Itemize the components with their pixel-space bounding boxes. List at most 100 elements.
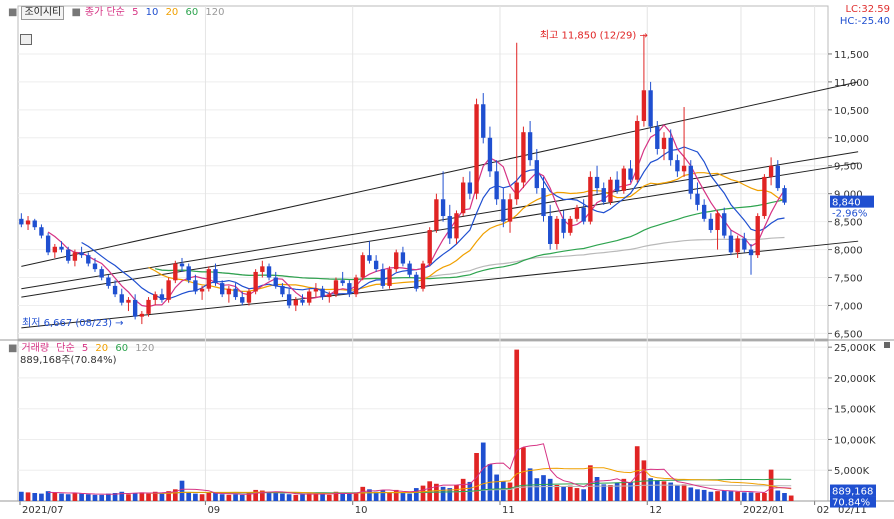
volume-bar: [193, 493, 198, 501]
volume-bar: [360, 486, 366, 501]
trend-line: [21, 151, 859, 290]
candle-body: [19, 218, 24, 225]
volume-bar: [246, 493, 252, 501]
ma-period-20: 20: [165, 7, 179, 18]
price-tick-label: 8,500: [834, 218, 863, 229]
candle-body: [367, 255, 372, 261]
volume-bar: [387, 492, 392, 501]
volume-bar: [601, 484, 607, 501]
volume-bar: [413, 488, 419, 501]
price-tick-label: 9,500: [834, 162, 863, 173]
candle-body: [300, 299, 305, 303]
volume-bar: [19, 491, 24, 501]
volume-bar: [373, 491, 379, 501]
volume-tick-label: 20,000K: [834, 374, 876, 385]
volume-bar: [454, 485, 459, 501]
candle-body: [86, 255, 91, 264]
hc-label: HC:-25.40: [839, 16, 890, 27]
volume-bar: [92, 494, 98, 501]
candle-body: [153, 294, 158, 300]
volume-current-text: 889,168주(70.84%): [20, 355, 117, 366]
volume-ma-label: 단순: [56, 343, 75, 354]
candle-body: [701, 204, 707, 219]
panel-collapse-icon[interactable]: [884, 342, 890, 348]
candle-body: [92, 263, 98, 270]
candle-body: [240, 297, 245, 303]
candle-body: [394, 252, 399, 270]
candle-body: [327, 294, 332, 298]
candle-body: [206, 269, 211, 289]
candle-body: [534, 160, 539, 189]
volume-tick-label: 15,000K: [834, 405, 876, 416]
volume-bar: [106, 493, 111, 501]
volume-bar: [547, 478, 553, 501]
volume-bar: [460, 478, 466, 501]
candle-body: [574, 207, 580, 219]
volume-bar: [99, 494, 105, 501]
candle-body: [708, 218, 714, 231]
candle-body: [320, 288, 325, 298]
candle-body: [347, 283, 352, 295]
volume-bar: [253, 489, 258, 501]
high-annotation: 최고 11,850 (12/29) →: [540, 29, 648, 41]
candle-body: [112, 285, 118, 295]
volume-bar: [440, 486, 446, 501]
trend-line: [21, 81, 859, 267]
last-volume-box: [830, 484, 876, 497]
candle-body: [226, 288, 232, 295]
ma-10-line: [81, 146, 785, 300]
price-tick-label: 6,500: [834, 329, 863, 340]
candle-body: [755, 216, 760, 256]
volume-bar: [534, 478, 540, 501]
volume-bar: [166, 491, 171, 501]
candle-body: [59, 246, 64, 250]
volume-bar: [132, 493, 138, 501]
ma-label: 종가 단순: [84, 7, 125, 18]
volume-bar: [179, 480, 185, 501]
x-tick-label: 12: [649, 505, 662, 516]
candle-body: [260, 266, 265, 272]
candle-body: [213, 269, 218, 284]
x-tick-label: 2021/07: [22, 505, 64, 516]
volume-bar: [621, 478, 627, 501]
candle-body: [286, 294, 292, 306]
volume-bar: [735, 491, 740, 501]
stock-name-tag[interactable]: 조이시티: [21, 6, 65, 20]
candle-body: [293, 299, 298, 306]
candle-body: [427, 230, 432, 264]
candle-body: [601, 188, 606, 203]
volume-bar: [112, 493, 118, 501]
candle-body: [668, 137, 673, 161]
candle-body: [99, 269, 104, 278]
volume-bar: [775, 490, 781, 501]
panel-settings-icon[interactable]: [20, 34, 32, 45]
volume-bar: [266, 492, 272, 501]
volume-bar: [172, 489, 178, 501]
volume-bar: [65, 494, 71, 501]
last-volume-ratio-label: 70.84%: [832, 498, 870, 509]
volume-bar: [367, 489, 372, 501]
volume-tick-label: 5,000K: [834, 466, 870, 477]
vol-ma-period-5: 5: [81, 343, 89, 354]
volume-bar: [561, 486, 566, 501]
volume-bar: [554, 485, 560, 501]
candle-body: [548, 216, 553, 244]
volume-bar: [273, 493, 279, 501]
volume-bar: [347, 493, 352, 501]
candle-body: [407, 263, 412, 275]
candle-body: [273, 277, 278, 286]
volume-bar: [748, 492, 754, 501]
last-price-box: [830, 195, 874, 208]
candle-body: [775, 165, 780, 189]
volume-bar: [239, 494, 245, 501]
candle-body: [608, 179, 613, 203]
price-tick-label: 10,000: [834, 134, 869, 145]
candle-body: [768, 165, 774, 177]
candle-body: [434, 199, 439, 231]
candle-body: [173, 263, 178, 281]
candle-body: [541, 188, 546, 217]
ma-period-60: 60: [185, 7, 199, 18]
volume-bar: [447, 488, 453, 501]
ma-period-10: 10: [145, 7, 159, 18]
candle-body: [648, 90, 653, 127]
